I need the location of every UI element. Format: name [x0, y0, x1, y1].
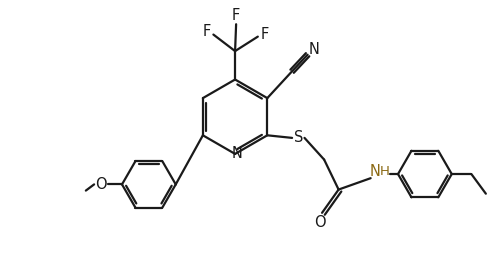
Text: O: O: [95, 177, 107, 192]
Text: O: O: [313, 215, 325, 230]
Text: N: N: [232, 146, 243, 162]
Text: F: F: [260, 26, 269, 42]
Text: N: N: [370, 164, 380, 179]
Text: F: F: [232, 8, 240, 23]
Text: N: N: [309, 42, 320, 57]
Text: H: H: [380, 165, 390, 178]
Text: S: S: [294, 130, 304, 146]
Text: F: F: [202, 25, 211, 40]
